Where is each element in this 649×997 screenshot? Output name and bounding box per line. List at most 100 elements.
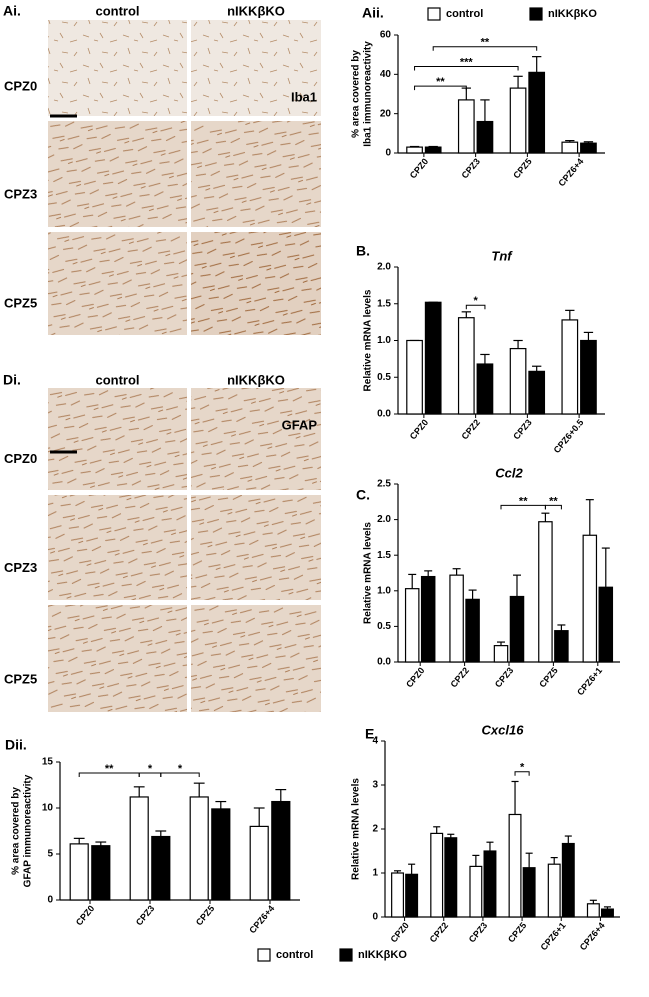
significance-bracket <box>414 85 467 91</box>
legend-label: nIKKβKO <box>548 8 597 20</box>
x-tick-label: CPZ6+4 <box>578 920 607 952</box>
bar <box>465 598 480 663</box>
y-tick-label: 2.5 <box>377 479 391 490</box>
micrograph <box>191 232 321 335</box>
micrograph <box>191 605 321 712</box>
micrograph <box>48 605 187 712</box>
bar <box>391 872 405 918</box>
bar <box>561 141 579 154</box>
micrograph <box>191 20 321 116</box>
bar <box>509 595 525 663</box>
x-tick-label: CPZ5 <box>194 903 216 927</box>
row-label: CPZ5 <box>4 671 37 686</box>
y-tick-label: 1.0 <box>377 335 391 346</box>
significance-label: ** <box>549 495 558 507</box>
micrograph <box>48 232 187 335</box>
panel-label: Aii. <box>362 5 384 21</box>
legend-label: control <box>276 949 313 961</box>
micrograph <box>48 20 187 116</box>
y-tick-label: 0.5 <box>377 621 391 632</box>
significance-label: ** <box>436 76 445 88</box>
chart-title: Ccl2 <box>495 465 523 480</box>
y-tick-label: 2.0 <box>377 514 391 525</box>
y-tick-label: 60 <box>380 30 392 41</box>
column-header: nIKKβKO <box>227 372 285 387</box>
bar <box>561 319 579 415</box>
row-label: CPZ5 <box>4 296 37 311</box>
micrograph <box>48 495 187 600</box>
y-tick-label: 1.5 <box>377 298 391 309</box>
y-tick-label: 0 <box>385 148 391 159</box>
y-tick-label: 3 <box>372 780 378 791</box>
bar <box>547 863 561 918</box>
bar <box>249 825 269 901</box>
bar <box>476 363 494 415</box>
x-tick-label: CPZ6+1 <box>539 920 568 952</box>
panel-label: Dii. <box>5 737 27 753</box>
bar <box>586 903 600 918</box>
y-axis-label: Relative mRNA levels <box>351 778 362 880</box>
bar <box>600 908 614 918</box>
row-label: CPZ3 <box>4 187 37 202</box>
bar <box>508 813 522 918</box>
bar <box>129 796 149 901</box>
panel-label: C. <box>356 487 370 503</box>
legend-label: control <box>446 8 483 20</box>
bar <box>476 120 494 154</box>
bar <box>528 71 546 154</box>
bar <box>580 339 597 415</box>
bar <box>420 575 436 663</box>
x-tick-label: CPZ0 <box>388 920 410 944</box>
x-tick-label: CPZ5 <box>537 665 559 689</box>
x-tick-label: CPZ2 <box>428 920 450 944</box>
legend-label: nIKKβKO <box>358 949 407 961</box>
panel-label: Di. <box>3 372 21 388</box>
y-tick-label: 0 <box>372 912 378 923</box>
x-tick-label: CPZ5 <box>511 156 533 180</box>
y-tick-label: 0.0 <box>377 657 391 668</box>
bar <box>469 865 483 918</box>
significance-bracket <box>432 46 538 51</box>
significance-label: * <box>148 763 153 775</box>
bar <box>561 842 575 918</box>
micrograph <box>191 121 321 227</box>
bar <box>424 301 442 415</box>
bar <box>406 339 423 415</box>
legend-swatch <box>339 948 353 962</box>
significance-label: * <box>520 762 525 774</box>
bar <box>430 832 444 918</box>
significance-label: *** <box>460 56 474 68</box>
bar <box>483 850 497 918</box>
significance-bracket <box>160 772 200 778</box>
x-tick-label: CPZ6+1 <box>575 665 604 697</box>
x-tick-label: CPZ0 <box>408 417 430 441</box>
micrograph <box>48 388 187 490</box>
bar <box>522 867 536 918</box>
row-label: CPZ3 <box>4 560 37 575</box>
significance-bracket <box>514 771 530 776</box>
bar <box>405 873 419 918</box>
y-axis-label: % area covered by <box>11 787 22 875</box>
legend-swatch <box>427 7 441 21</box>
x-tick-label: CPZ2 <box>448 665 470 689</box>
micrograph <box>48 121 187 227</box>
column-header: control <box>95 3 139 18</box>
significance-bracket <box>465 304 486 310</box>
y-axis-label: % area covered by <box>351 50 362 138</box>
significance-label: ** <box>481 37 490 49</box>
bar <box>404 588 420 663</box>
significance-label: ** <box>519 495 528 507</box>
bar <box>554 630 569 663</box>
y-tick-label: 0.5 <box>377 372 391 383</box>
panel-label: E. <box>365 726 378 742</box>
row-label: CPZ0 <box>4 451 37 466</box>
y-tick-label: 4 <box>372 736 378 747</box>
stain-label: Iba1 <box>291 89 317 104</box>
y-axis-label: Iba1 immunoreactivity <box>363 41 374 147</box>
x-tick-label: CPZ0 <box>404 665 426 689</box>
bar <box>509 347 527 415</box>
bar <box>528 370 546 415</box>
bar <box>189 796 209 901</box>
bar <box>538 521 553 663</box>
